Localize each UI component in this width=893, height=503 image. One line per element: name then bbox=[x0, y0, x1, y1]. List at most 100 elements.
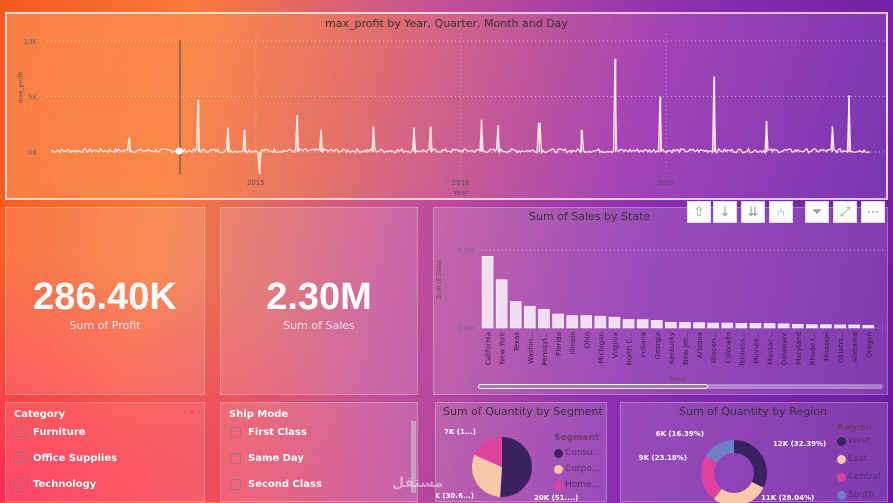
legend-item[interactable]: Home... bbox=[554, 480, 600, 490]
legend-label: Consu... bbox=[565, 448, 602, 458]
x-tick-label: Washin... bbox=[527, 332, 535, 364]
max-profit-line-chart[interactable]: max_profit by Year, Quarter, Month and D… bbox=[5, 12, 888, 200]
drill-up-icon[interactable]: ⇧ bbox=[687, 201, 711, 223]
legend-item[interactable]: East bbox=[837, 454, 867, 464]
chart-title: Sum of Sales by State bbox=[529, 210, 651, 223]
x-tick-label: North C... bbox=[626, 332, 634, 365]
next-level-icon[interactable]: ⇊ bbox=[741, 201, 765, 223]
bar-26 bbox=[848, 324, 860, 329]
background-glow bbox=[0, 250, 430, 502]
kpi-value: 286.40K bbox=[33, 276, 177, 318]
legend-item[interactable]: Corpo... bbox=[554, 464, 600, 474]
slice-central bbox=[701, 456, 722, 500]
bar-4 bbox=[538, 309, 550, 329]
expand-hierarchy-icon[interactable]: ⑃ bbox=[769, 201, 793, 223]
checkbox[interactable] bbox=[230, 427, 241, 438]
checkbox[interactable] bbox=[15, 479, 26, 490]
legend-label: Home... bbox=[565, 480, 601, 490]
checkbox[interactable] bbox=[15, 453, 26, 464]
option-label: Technology bbox=[33, 479, 97, 490]
bar-17 bbox=[721, 322, 734, 329]
kpi-card-profit: 286.40K Sum of Profit bbox=[5, 207, 205, 395]
data-label: 6K (16.39%) bbox=[656, 430, 704, 438]
data-label: 12K (30.6...) bbox=[436, 492, 474, 500]
sales-by-state-bar-chart[interactable]: Sum of Sales by State Sum of Sales State… bbox=[433, 207, 888, 395]
option-label: First Class bbox=[248, 427, 307, 438]
y-tick-label: 0.0M bbox=[457, 325, 474, 333]
horizontal-scrollbar[interactable] bbox=[478, 384, 883, 389]
bar-5 bbox=[552, 313, 564, 329]
bar-0 bbox=[481, 255, 494, 329]
checkbox[interactable] bbox=[230, 453, 241, 464]
slicer-option-technology[interactable]: Technology bbox=[15, 479, 96, 490]
slicer-option-first-class[interactable]: First Class bbox=[230, 427, 307, 438]
slice-corpo bbox=[472, 454, 502, 497]
y-tick-label: 0.5M bbox=[457, 247, 474, 255]
y-tick-label: 10K bbox=[24, 38, 38, 46]
legend-item[interactable]: South bbox=[837, 490, 874, 500]
checkbox[interactable] bbox=[15, 427, 26, 438]
option-label: Furniture bbox=[33, 427, 86, 438]
slicer-title: Category bbox=[14, 409, 66, 420]
chevron-down-icon[interactable]: ⌄ bbox=[187, 405, 196, 416]
x-tick-label: 2015 bbox=[247, 179, 265, 187]
checkbox[interactable] bbox=[230, 479, 241, 490]
y-tick-label: 0K bbox=[28, 149, 37, 157]
legend-swatch bbox=[837, 472, 846, 482]
bar-8 bbox=[594, 315, 607, 329]
slice-west bbox=[734, 440, 767, 488]
filter-icon[interactable]: ⏷ bbox=[805, 201, 829, 223]
slice-consu bbox=[500, 437, 532, 497]
slice-south bbox=[705, 440, 734, 463]
x-tick-label: 2017 bbox=[657, 179, 675, 187]
chart-title: Sum of Quantity by Region bbox=[679, 405, 827, 418]
category-slicer: Category ⌄ Furniture Office Supplies Tec… bbox=[5, 402, 205, 502]
x-tick-label: Maryland bbox=[795, 332, 803, 364]
bar-18 bbox=[735, 323, 748, 329]
x-tick-label: 2016 bbox=[452, 179, 470, 187]
x-tick-label: Rhode I... bbox=[809, 332, 817, 365]
kpi-card-sales: 2.30M Sum of Sales bbox=[220, 207, 418, 395]
bar-27 bbox=[862, 325, 875, 329]
donut-plot: 12K (32.39%) 11K (28.04%) 9K (23.18%) 6K (1… bbox=[639, 430, 826, 503]
bar-14 bbox=[679, 322, 691, 329]
drill-down-icon[interactable]: ↓ bbox=[713, 201, 737, 223]
legend-item[interactable]: West bbox=[837, 436, 870, 446]
data-label: 7K (1...) bbox=[444, 428, 476, 436]
bar-plot: 0.5M 0.0M California New York Texas Washin...… bbox=[457, 247, 886, 368]
hover-point bbox=[175, 147, 183, 155]
x-tick-label: Massac... bbox=[767, 332, 775, 364]
x-tick-label: Oklaho... bbox=[837, 332, 845, 363]
slice-home bbox=[474, 437, 502, 467]
slicer-option-same-day[interactable]: Same Day bbox=[230, 453, 304, 464]
bar-2 bbox=[509, 301, 522, 329]
bar-22 bbox=[791, 324, 804, 329]
x-tick-label: Missouri bbox=[823, 332, 831, 361]
x-tick-label: Kentucky bbox=[668, 332, 676, 364]
chart-title: max_profit by Year, Quarter, Month and D… bbox=[325, 17, 568, 30]
vertical-scrollbar[interactable] bbox=[411, 421, 416, 493]
legend-item[interactable]: Central bbox=[837, 472, 881, 482]
slice-east bbox=[713, 481, 764, 503]
slicer-option-furniture[interactable]: Furniture bbox=[15, 427, 86, 438]
slicer-option-office-supplies[interactable]: Office Supplies bbox=[15, 453, 117, 464]
x-tick-label: Indiana bbox=[640, 332, 648, 358]
bar-23 bbox=[806, 324, 818, 329]
kpi-label: Sum of Sales bbox=[283, 319, 355, 332]
quantity-by-segment-pie-chart[interactable]: Sum of Quantity by Segment 20K (51....) 1… bbox=[435, 402, 607, 502]
x-tick-label: Wiscon... bbox=[710, 332, 718, 364]
x-axis-label: Year bbox=[453, 189, 468, 197]
x-tick-label: Alabama bbox=[851, 332, 859, 363]
x-tick-label: Tenness... bbox=[738, 332, 746, 368]
scrollbar-thumb[interactable] bbox=[478, 384, 708, 389]
y-tick-label: 5K bbox=[28, 94, 37, 102]
legend-swatch bbox=[837, 436, 846, 446]
focus-mode-icon[interactable]: ⤢ bbox=[833, 201, 857, 223]
quantity-by-region-donut-chart[interactable]: Sum of Quantity by Region 12K (32.39%) 11… bbox=[620, 402, 888, 503]
legend-item[interactable]: Consu... bbox=[554, 448, 601, 458]
chart-title: Sum of Quantity by Segment bbox=[443, 405, 603, 418]
kpi-value: 2.30M bbox=[266, 276, 372, 318]
slicer-option-second-class[interactable]: Second Class bbox=[230, 479, 322, 490]
more-options-icon[interactable]: ⋯ bbox=[861, 201, 885, 223]
legend-swatch bbox=[554, 448, 563, 458]
